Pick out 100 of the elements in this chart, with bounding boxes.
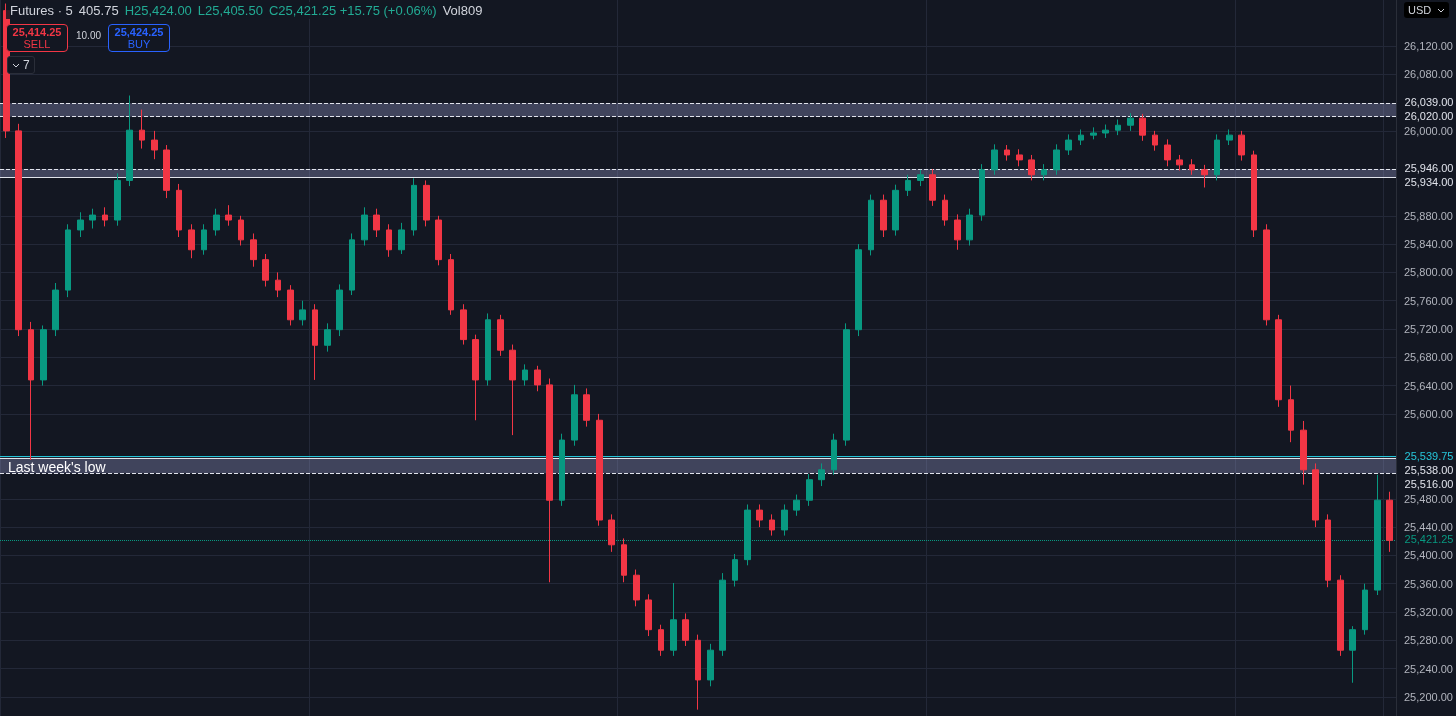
candlestick (917, 169, 924, 187)
candlestick (1090, 126, 1097, 140)
ref-line-label: 25,538.00 (1403, 463, 1455, 477)
candlestick (1065, 133, 1072, 156)
candlestick (275, 271, 281, 298)
candlestick (793, 494, 800, 517)
candlestick (423, 179, 430, 227)
y-tick-label: 25,440.00 (1404, 521, 1453, 534)
candlestick (732, 553, 738, 588)
candlestick (1275, 314, 1282, 408)
ref-line-label: 25,934.00 (1403, 176, 1455, 190)
candlestick (1349, 625, 1356, 684)
candlestick (1139, 113, 1146, 142)
candlestick (411, 177, 417, 237)
candlestick (188, 223, 195, 259)
ref-line-label: 26,039.00 (1403, 96, 1455, 110)
candlestick (942, 194, 948, 227)
y-tick-label: 25,280.00 (1404, 634, 1453, 647)
candlestick (905, 174, 911, 197)
candlestick (15, 123, 22, 337)
chart-title: Futures · 5 (10, 3, 73, 18)
annotation: H25,424.00 (124, 3, 192, 18)
candlestick (497, 314, 504, 357)
candlestick (52, 282, 59, 337)
candlestick (892, 184, 899, 237)
annotation: C25,421.25 +15.75 (+0.06%) (268, 3, 437, 18)
candlestick (596, 413, 603, 527)
candlestick (1176, 154, 1183, 172)
candlestick (1078, 128, 1084, 146)
candlestick (460, 303, 467, 346)
candlestick (645, 593, 652, 637)
candlestick (1004, 144, 1010, 162)
candlestick (89, 208, 96, 230)
ref-line-label: 25,539.75 (1403, 449, 1455, 463)
candlestick (991, 143, 998, 176)
y-tick-label: 25,320.00 (1404, 606, 1453, 618)
candlestick (1325, 513, 1331, 588)
ref-line-label: 26,020.00 (1403, 110, 1455, 124)
y-tick-label: 25,840.00 (1404, 238, 1453, 251)
candlestick (621, 537, 627, 583)
y-tick-label: 25,880.00 (1404, 209, 1453, 222)
candlestick (682, 612, 689, 647)
candlestick (299, 300, 306, 326)
candlestick (1300, 420, 1307, 486)
candlestick (472, 334, 479, 421)
annotation: 25,424.25 (113, 26, 165, 38)
candlestick (1288, 385, 1294, 443)
candlestick (781, 503, 788, 537)
y-tick-label: 25,760.00 (1404, 294, 1453, 307)
candlestick (448, 253, 454, 316)
candlestick (398, 222, 405, 255)
text: USD (1408, 4, 1432, 16)
candlestick (151, 130, 158, 160)
candlestick (707, 643, 714, 687)
candlestick (1362, 583, 1368, 636)
ref-line-label: 25,516.00 (1403, 477, 1455, 491)
annotation: Last week's low (8, 458, 106, 475)
candlestick (349, 232, 355, 296)
y-tick-label: 25,800.00 (1404, 266, 1453, 279)
candlestick (201, 223, 207, 256)
candlestick (1263, 223, 1270, 326)
annotation: 7 (23, 58, 30, 72)
candlestick (571, 384, 578, 447)
candlestick (509, 344, 516, 436)
candlestick (65, 223, 71, 298)
candlestick (435, 215, 442, 266)
candlestick (1337, 574, 1344, 657)
y-tick-label: 25,360.00 (1404, 577, 1453, 590)
candlestick (546, 378, 553, 583)
annotation: SELL (22, 38, 52, 50)
candlestick (102, 206, 108, 227)
candlestick (386, 223, 392, 258)
candlestick (1127, 112, 1134, 132)
candlestick (28, 321, 34, 461)
candlestick (719, 572, 726, 657)
candlestick (670, 582, 677, 657)
candlestick (176, 183, 182, 238)
candlestick (831, 433, 837, 476)
candlestick (361, 206, 368, 247)
candlestick (855, 243, 862, 337)
candlestick (1251, 150, 1257, 238)
candlestick (1102, 124, 1109, 139)
candlestick (1386, 491, 1393, 553)
y-tick-label: 25,640.00 (1404, 379, 1453, 392)
candlestick (139, 109, 145, 150)
candlestick (806, 473, 813, 507)
candlestick (1312, 462, 1319, 528)
candlestick (843, 322, 850, 447)
ref-line-label: 25,946.00 (1403, 162, 1455, 176)
candlestick (336, 283, 343, 337)
candlestick (1115, 119, 1121, 136)
candlestick (769, 513, 775, 537)
candlestick (238, 215, 244, 247)
candlestick (522, 363, 528, 387)
candlestick (658, 624, 664, 657)
y-tick-label: 25,680.00 (1404, 351, 1453, 364)
candlestick (1053, 143, 1060, 176)
candlestick (929, 168, 936, 207)
y-tick-label: 26,000.00 (1404, 124, 1453, 137)
candlestick (77, 211, 84, 238)
